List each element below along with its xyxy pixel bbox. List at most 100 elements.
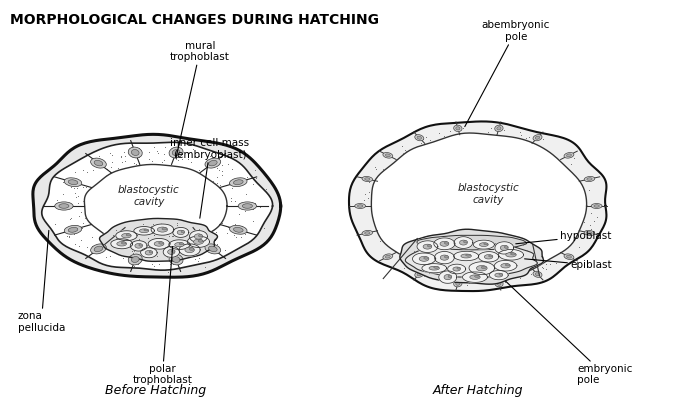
Point xyxy=(106,218,117,225)
Point xyxy=(171,233,182,240)
Point xyxy=(523,247,534,253)
Point xyxy=(489,213,500,219)
Point xyxy=(499,279,510,286)
Point xyxy=(130,239,141,245)
Point xyxy=(487,182,498,189)
Point xyxy=(249,199,260,206)
Point xyxy=(445,203,456,209)
Polygon shape xyxy=(495,242,514,254)
Point xyxy=(422,248,433,255)
Ellipse shape xyxy=(510,253,516,255)
Point xyxy=(222,224,233,230)
Point xyxy=(449,264,460,270)
Point xyxy=(461,281,472,288)
Polygon shape xyxy=(130,241,147,251)
Point xyxy=(58,190,68,197)
Point xyxy=(456,244,466,251)
Point xyxy=(167,173,178,180)
Point xyxy=(173,157,184,164)
Point xyxy=(445,247,456,254)
Point xyxy=(464,249,475,256)
Point xyxy=(506,159,517,166)
Point xyxy=(362,194,373,201)
Ellipse shape xyxy=(488,255,493,257)
Point xyxy=(536,264,547,271)
Point xyxy=(417,265,428,271)
Point xyxy=(167,240,178,246)
Point xyxy=(146,243,157,249)
Ellipse shape xyxy=(193,239,203,244)
Point xyxy=(525,271,536,277)
Point xyxy=(148,193,159,199)
Point xyxy=(469,269,480,276)
Point xyxy=(492,253,503,259)
Point xyxy=(441,272,452,278)
Polygon shape xyxy=(447,264,466,274)
Polygon shape xyxy=(169,240,190,249)
Point xyxy=(477,220,488,227)
Point xyxy=(411,250,422,256)
Point xyxy=(449,246,460,253)
Point xyxy=(525,213,536,220)
Point xyxy=(132,225,143,232)
Point xyxy=(225,246,236,253)
Ellipse shape xyxy=(434,267,438,268)
Point xyxy=(51,227,62,234)
Point xyxy=(69,229,80,236)
Point xyxy=(186,242,197,248)
Point xyxy=(118,255,129,262)
Point xyxy=(189,232,200,239)
Point xyxy=(400,147,411,153)
Point xyxy=(178,232,189,239)
Point xyxy=(173,234,184,240)
Ellipse shape xyxy=(453,281,462,287)
Point xyxy=(181,169,192,175)
Point xyxy=(169,201,180,208)
Point xyxy=(566,161,577,167)
Point xyxy=(58,179,68,185)
Point xyxy=(473,212,484,218)
Point xyxy=(163,180,174,186)
Point xyxy=(254,204,265,211)
Point xyxy=(219,247,230,254)
Point xyxy=(493,197,504,204)
Point xyxy=(184,242,195,249)
Point xyxy=(479,175,490,182)
Polygon shape xyxy=(438,271,457,283)
Point xyxy=(466,149,477,155)
Point xyxy=(399,219,410,226)
Point xyxy=(501,244,512,251)
Point xyxy=(66,215,77,221)
Point xyxy=(186,246,197,252)
Ellipse shape xyxy=(242,204,253,208)
Polygon shape xyxy=(42,142,273,270)
Point xyxy=(67,204,78,210)
Point xyxy=(66,183,77,190)
Point xyxy=(501,257,512,264)
Point xyxy=(488,132,499,139)
Point xyxy=(469,209,479,216)
Point xyxy=(168,201,179,207)
Point xyxy=(127,248,138,254)
Point xyxy=(380,180,391,187)
Point xyxy=(204,160,215,167)
Point xyxy=(514,242,525,248)
Point xyxy=(201,235,212,242)
Point xyxy=(73,193,84,199)
Point xyxy=(460,184,471,190)
Point xyxy=(193,244,204,251)
Point xyxy=(391,169,402,176)
Point xyxy=(438,133,449,140)
Ellipse shape xyxy=(208,246,217,252)
Point xyxy=(86,234,97,241)
Point xyxy=(403,212,414,218)
Point xyxy=(125,244,136,251)
Ellipse shape xyxy=(364,178,370,180)
Ellipse shape xyxy=(482,266,486,269)
Point xyxy=(190,176,201,183)
Point xyxy=(126,173,137,179)
Point xyxy=(427,231,438,238)
Point xyxy=(423,201,434,208)
Point xyxy=(425,266,436,273)
Point xyxy=(86,242,97,249)
